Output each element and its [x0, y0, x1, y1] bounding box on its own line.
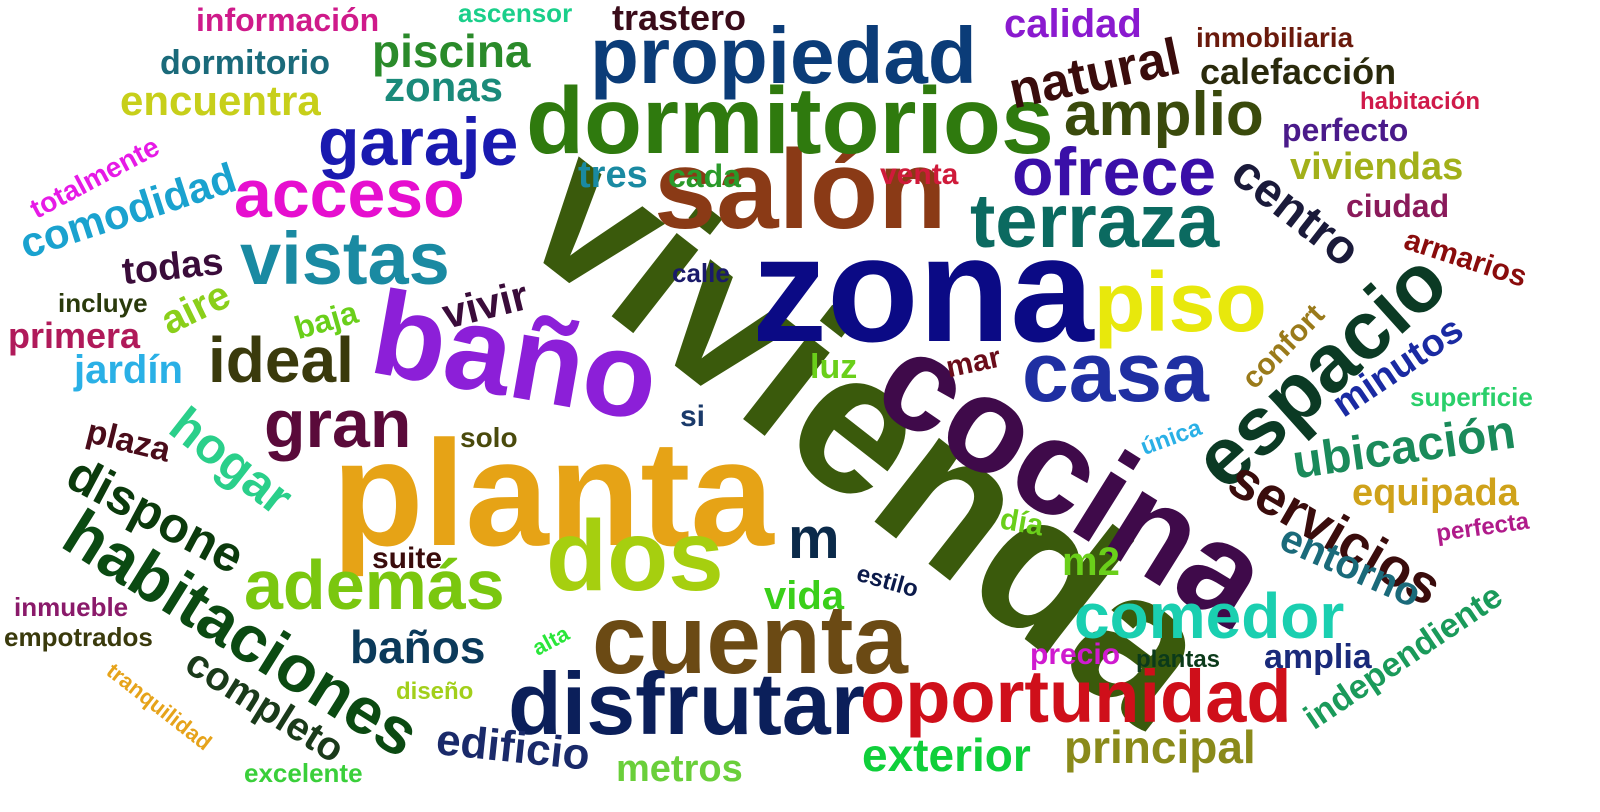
word-inmueble: inmueble: [14, 592, 129, 622]
word-inmobiliaria: inmobiliaria: [1196, 22, 1354, 53]
word-exterior: exterior: [862, 729, 1031, 781]
word-vida: vida: [764, 574, 845, 618]
word-m: m: [788, 506, 840, 571]
word-banos: baños: [350, 621, 486, 673]
word-zona: zona: [752, 205, 1094, 373]
word-comedor: comedor: [1074, 580, 1345, 652]
word-si: si: [680, 400, 706, 433]
word-dormitorio: dormitorio: [160, 44, 330, 82]
word-ascensor: ascensor: [458, 0, 573, 28]
word-metros: metros: [616, 748, 743, 790]
word-venta: venta: [880, 158, 959, 191]
word-zonas: zonas: [384, 63, 504, 110]
word-dos: dos: [546, 500, 724, 612]
word-disfrutar: disfrutar: [508, 654, 865, 753]
word-solo: solo: [460, 422, 518, 453]
word-garaje: garaje: [318, 104, 519, 180]
word-casa: casa: [1022, 325, 1209, 419]
word-incluye: incluye: [58, 288, 148, 318]
word-excelente: excelente: [244, 758, 363, 788]
word-oportunidad: oportunidad: [860, 655, 1292, 738]
word-primera: primera: [8, 315, 141, 356]
word-amplio: amplio: [1064, 80, 1264, 149]
word-m2: m2: [1062, 540, 1120, 584]
word-propiedad: propiedad: [590, 11, 977, 100]
word-viviendas: viviendas: [1290, 146, 1464, 188]
word-acceso: acceso: [234, 156, 465, 232]
word-salon: salón: [654, 127, 947, 252]
word-ciudad: ciudad: [1346, 188, 1450, 224]
word-todas: todas: [120, 240, 226, 294]
word-jardin: jardín: [74, 348, 183, 392]
word-calle: calle: [672, 258, 730, 288]
word-plantas: plantas: [1136, 646, 1221, 673]
word-dia: día: [997, 502, 1046, 543]
word-planta: planta: [332, 409, 774, 577]
word-empotrados: empotrados: [4, 622, 153, 652]
word-superficie: superficie: [1410, 382, 1533, 412]
word-piso: piso: [1094, 255, 1267, 349]
word-ademas: además: [244, 546, 505, 624]
word-ideal: ideal: [208, 324, 354, 396]
word-dormitorios: dormitorios: [526, 68, 1054, 174]
word-encuentra: encuentra: [120, 77, 321, 124]
word-trastero: trastero: [612, 0, 747, 38]
word-cuenta: cuenta: [592, 584, 908, 694]
word-vistas: vistas: [240, 217, 450, 300]
word-equipada: equipada: [1352, 472, 1519, 514]
word-gran: gran: [264, 386, 412, 462]
word-informacion: información: [196, 2, 380, 38]
word-principal: principal: [1064, 721, 1256, 773]
word-amplia: amplia: [1264, 638, 1372, 676]
word-diseno: diseño: [396, 678, 474, 705]
word-cada: cada: [668, 158, 741, 194]
word-perfecto: perfecto: [1282, 112, 1409, 148]
word-suite: suite: [372, 542, 443, 575]
word-precio: precio: [1030, 638, 1121, 671]
word-calidad: calidad: [1004, 2, 1142, 46]
word-perfecta: perfecta: [1434, 507, 1531, 548]
word-ofrece: ofrece: [1012, 134, 1217, 210]
word-terraza: terraza: [970, 179, 1220, 264]
word-tres: tres: [578, 154, 648, 196]
word-calefaccion: calefacción: [1200, 51, 1397, 92]
word-luz: luz: [810, 348, 858, 386]
word-piscina: piscina: [372, 25, 531, 77]
word-habitacion: habitación: [1360, 88, 1481, 115]
